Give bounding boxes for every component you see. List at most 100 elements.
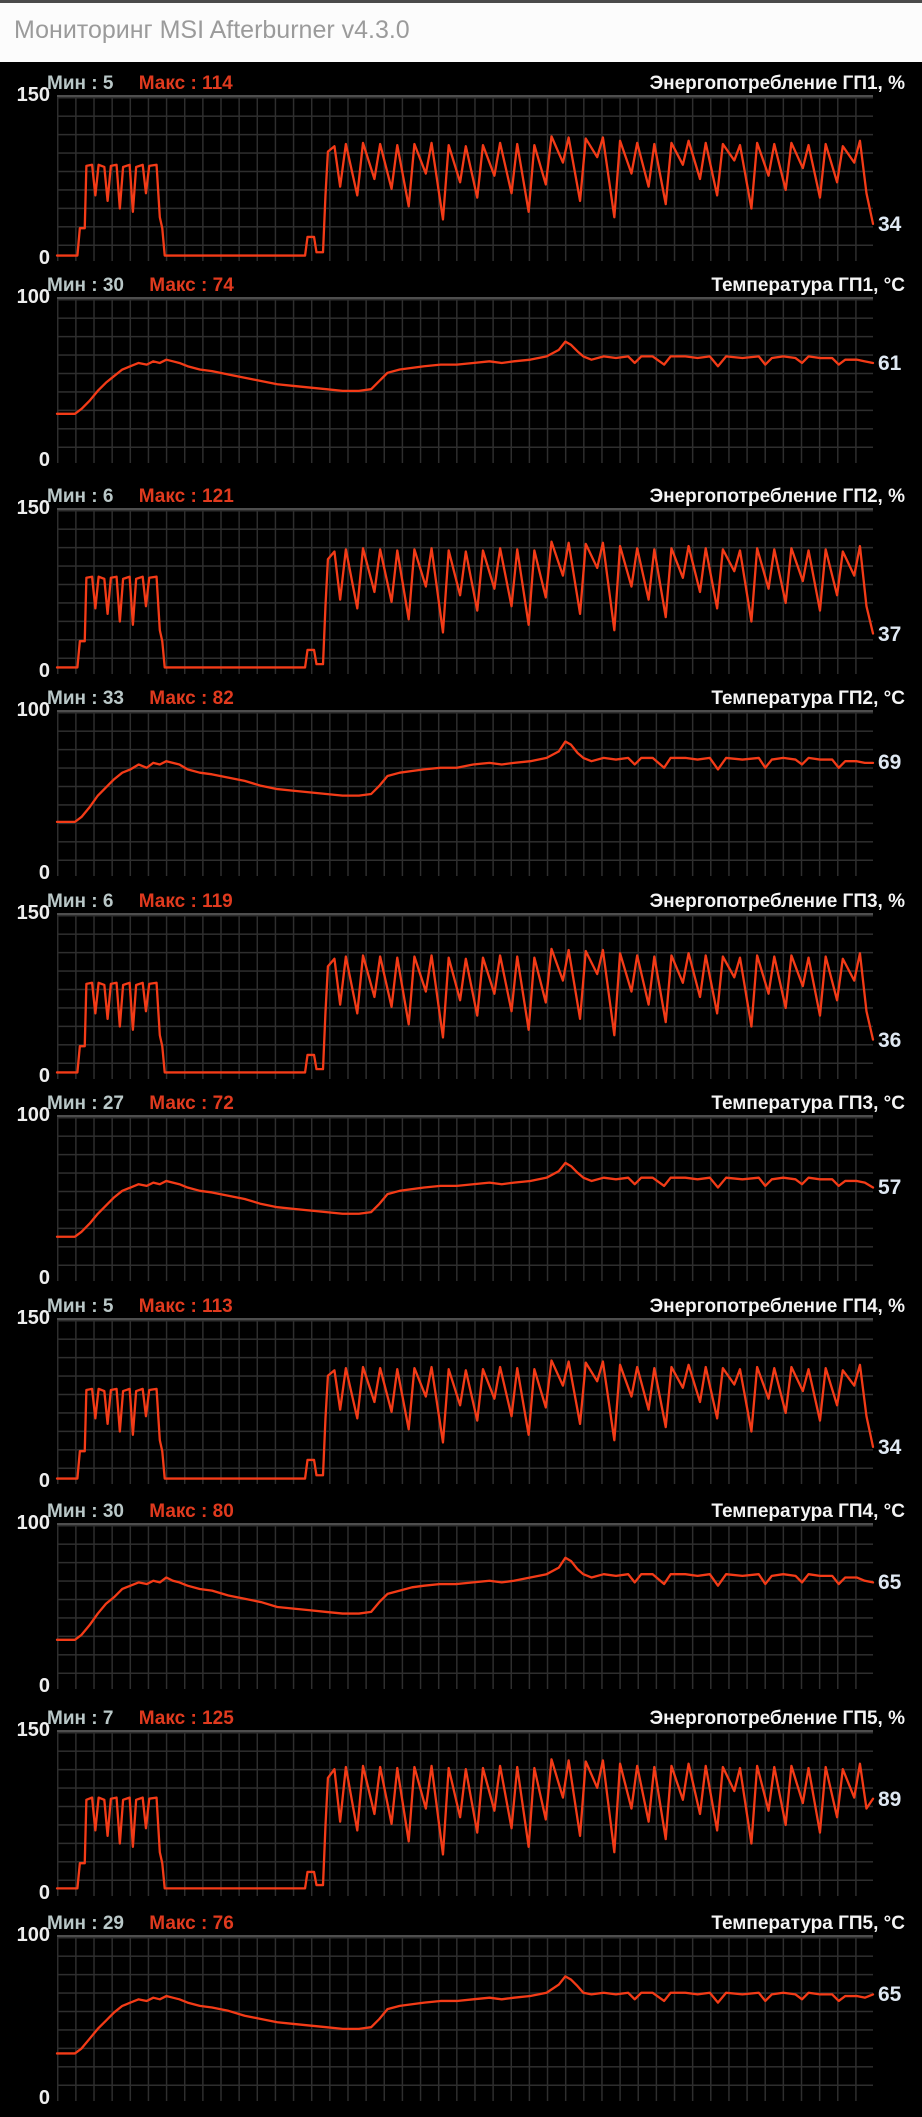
series-line	[57, 342, 873, 414]
graph-stats: Мин : 6 Макс : 119	[47, 891, 233, 913]
stat-min-label: Мин : 6	[47, 486, 114, 507]
y-axis-max-label: 150	[16, 1719, 50, 1741]
stat-max-label: Макс : 72	[149, 1093, 234, 1114]
y-axis-max-label: 100	[16, 699, 50, 721]
stat-min-label: Мин : 6	[47, 891, 114, 912]
stat-min-label: Мин : 5	[47, 73, 114, 94]
stat-min-label: Мин : 33	[47, 688, 125, 709]
stat-max-label: Макс : 125	[138, 1708, 234, 1729]
graph-title: Энергопотребление ГП3, %	[649, 891, 905, 912]
graph-stats: Мин : 5 Макс : 113	[47, 1296, 233, 1318]
stat-max-label: Макс : 76	[149, 1913, 234, 1934]
graph-panel: Мин : 5 Макс : 114 Энергопотребление ГП1…	[0, 65, 922, 277]
stat-min-label: Мин : 30	[47, 275, 125, 296]
y-axis-min-label: 0	[38, 449, 50, 471]
y-axis-max-label: 100	[16, 1512, 50, 1534]
y-axis-max-label: 100	[16, 286, 50, 308]
graph-panel: Мин : 29 Макс : 76 Температура ГП5, °C 1…	[0, 1905, 922, 2117]
line-chart-svg	[57, 1937, 873, 2101]
y-axis-min-label: 0	[38, 1882, 50, 1904]
graph-stats: Мин : 29 Макс : 76	[47, 1913, 234, 1935]
series-line	[57, 1976, 873, 2053]
line-chart-svg	[57, 1117, 873, 1281]
graph-panel: Мин : 27 Макс : 72 Температура ГП3, °C 1…	[0, 1085, 922, 1297]
line-chart-svg	[57, 97, 873, 261]
line-chart-svg	[57, 1320, 873, 1484]
y-axis-min-label: 0	[38, 1675, 50, 1697]
graph-plot[interactable]	[57, 1318, 873, 1484]
graph-stats: Мин : 30 Макс : 74	[47, 275, 234, 297]
graph-plot[interactable]	[57, 95, 873, 261]
y-axis-min-label: 0	[38, 247, 50, 269]
graph-panel: Мин : 6 Макс : 121 Энергопотребление ГП2…	[0, 478, 922, 690]
series-line	[57, 1759, 873, 1888]
graph-title: Температура ГП1, °C	[711, 275, 905, 296]
graph-title: Температура ГП2, °C	[711, 688, 905, 709]
series-line	[57, 949, 873, 1073]
current-value-label: 36	[878, 1029, 902, 1053]
graph-plot[interactable]	[57, 913, 873, 1079]
current-value-label: 89	[878, 1787, 902, 1811]
graph-plot[interactable]	[57, 508, 873, 674]
current-value-label: 37	[878, 623, 902, 647]
graph-plot[interactable]	[57, 1523, 873, 1689]
window-titlebar[interactable]: Мониторинг MSI Afterburner v4.3.0	[0, 0, 922, 62]
y-axis-min-label: 0	[38, 660, 50, 682]
y-axis-min-label: 0	[38, 1470, 50, 1492]
graph-panel: Мин : 30 Макс : 80 Температура ГП4, °C 1…	[0, 1493, 922, 1705]
line-chart-svg	[57, 915, 873, 1079]
graph-plot[interactable]	[57, 1115, 873, 1281]
line-chart-svg	[57, 299, 873, 463]
graph-plot[interactable]	[57, 1935, 873, 2101]
graph-stats: Мин : 7 Макс : 125	[47, 1708, 234, 1730]
current-value-label: 65	[878, 1571, 902, 1595]
stat-max-label: Макс : 114	[138, 73, 233, 94]
graph-title: Энергопотребление ГП1, %	[649, 73, 905, 94]
y-axis-max-label: 100	[16, 1924, 50, 1946]
graph-plot[interactable]	[57, 297, 873, 463]
stat-min-label: Мин : 29	[47, 1913, 125, 1934]
graph-panel: Мин : 6 Макс : 119 Энергопотребление ГП3…	[0, 883, 922, 1095]
stat-min-label: Мин : 27	[47, 1093, 125, 1114]
series-line	[57, 136, 873, 255]
series-line	[57, 1163, 873, 1237]
stat-max-label: Макс : 119	[138, 891, 233, 912]
current-value-label: 34	[878, 1436, 902, 1460]
graph-panel: Мин : 5 Макс : 113 Энергопотребление ГП4…	[0, 1288, 922, 1500]
y-axis-min-label: 0	[38, 1267, 50, 1289]
graph-plot[interactable]	[57, 1730, 873, 1896]
current-value-label: 57	[878, 1176, 902, 1200]
graph-plot[interactable]	[57, 710, 873, 876]
y-axis-min-label: 0	[38, 1065, 50, 1087]
y-axis-max-label: 150	[16, 497, 50, 519]
stat-max-label: Макс : 82	[149, 688, 234, 709]
series-line	[57, 1558, 873, 1640]
graph-title: Энергопотребление ГП4, %	[649, 1296, 905, 1317]
y-axis-min-label: 0	[38, 2087, 50, 2109]
graph-stats: Мин : 5 Макс : 114	[47, 73, 233, 95]
y-axis-max-label: 150	[16, 84, 50, 106]
current-value-label: 34	[878, 213, 902, 237]
y-axis-min-label: 0	[38, 862, 50, 884]
window-title: Мониторинг MSI Afterburner v4.3.0	[14, 16, 410, 44]
line-chart-svg	[57, 712, 873, 876]
graph-panel: Мин : 7 Макс : 125 Энергопотребление ГП5…	[0, 1700, 922, 1912]
series-line	[57, 542, 873, 668]
current-value-label: 61	[878, 351, 902, 375]
stat-max-label: Макс : 80	[149, 1501, 234, 1522]
graph-stats: Мин : 33 Макс : 82	[47, 688, 234, 710]
graph-title: Температура ГП4, °C	[711, 1501, 905, 1522]
graph-panel: Мин : 30 Макс : 74 Температура ГП1, °C 1…	[0, 267, 922, 479]
stat-max-label: Макс : 74	[149, 275, 234, 296]
graph-panel: Мин : 33 Макс : 82 Температура ГП2, °C 1…	[0, 680, 922, 892]
series-line	[57, 742, 873, 822]
line-chart-svg	[57, 1732, 873, 1896]
stat-min-label: Мин : 7	[47, 1708, 114, 1729]
graph-title: Температура ГП3, °C	[711, 1093, 905, 1114]
stat-min-label: Мин : 5	[47, 1296, 114, 1317]
graph-title: Энергопотребление ГП2, %	[649, 486, 905, 507]
line-chart-svg	[57, 1525, 873, 1689]
current-value-label: 69	[878, 751, 902, 775]
current-value-label: 65	[878, 1983, 902, 2007]
